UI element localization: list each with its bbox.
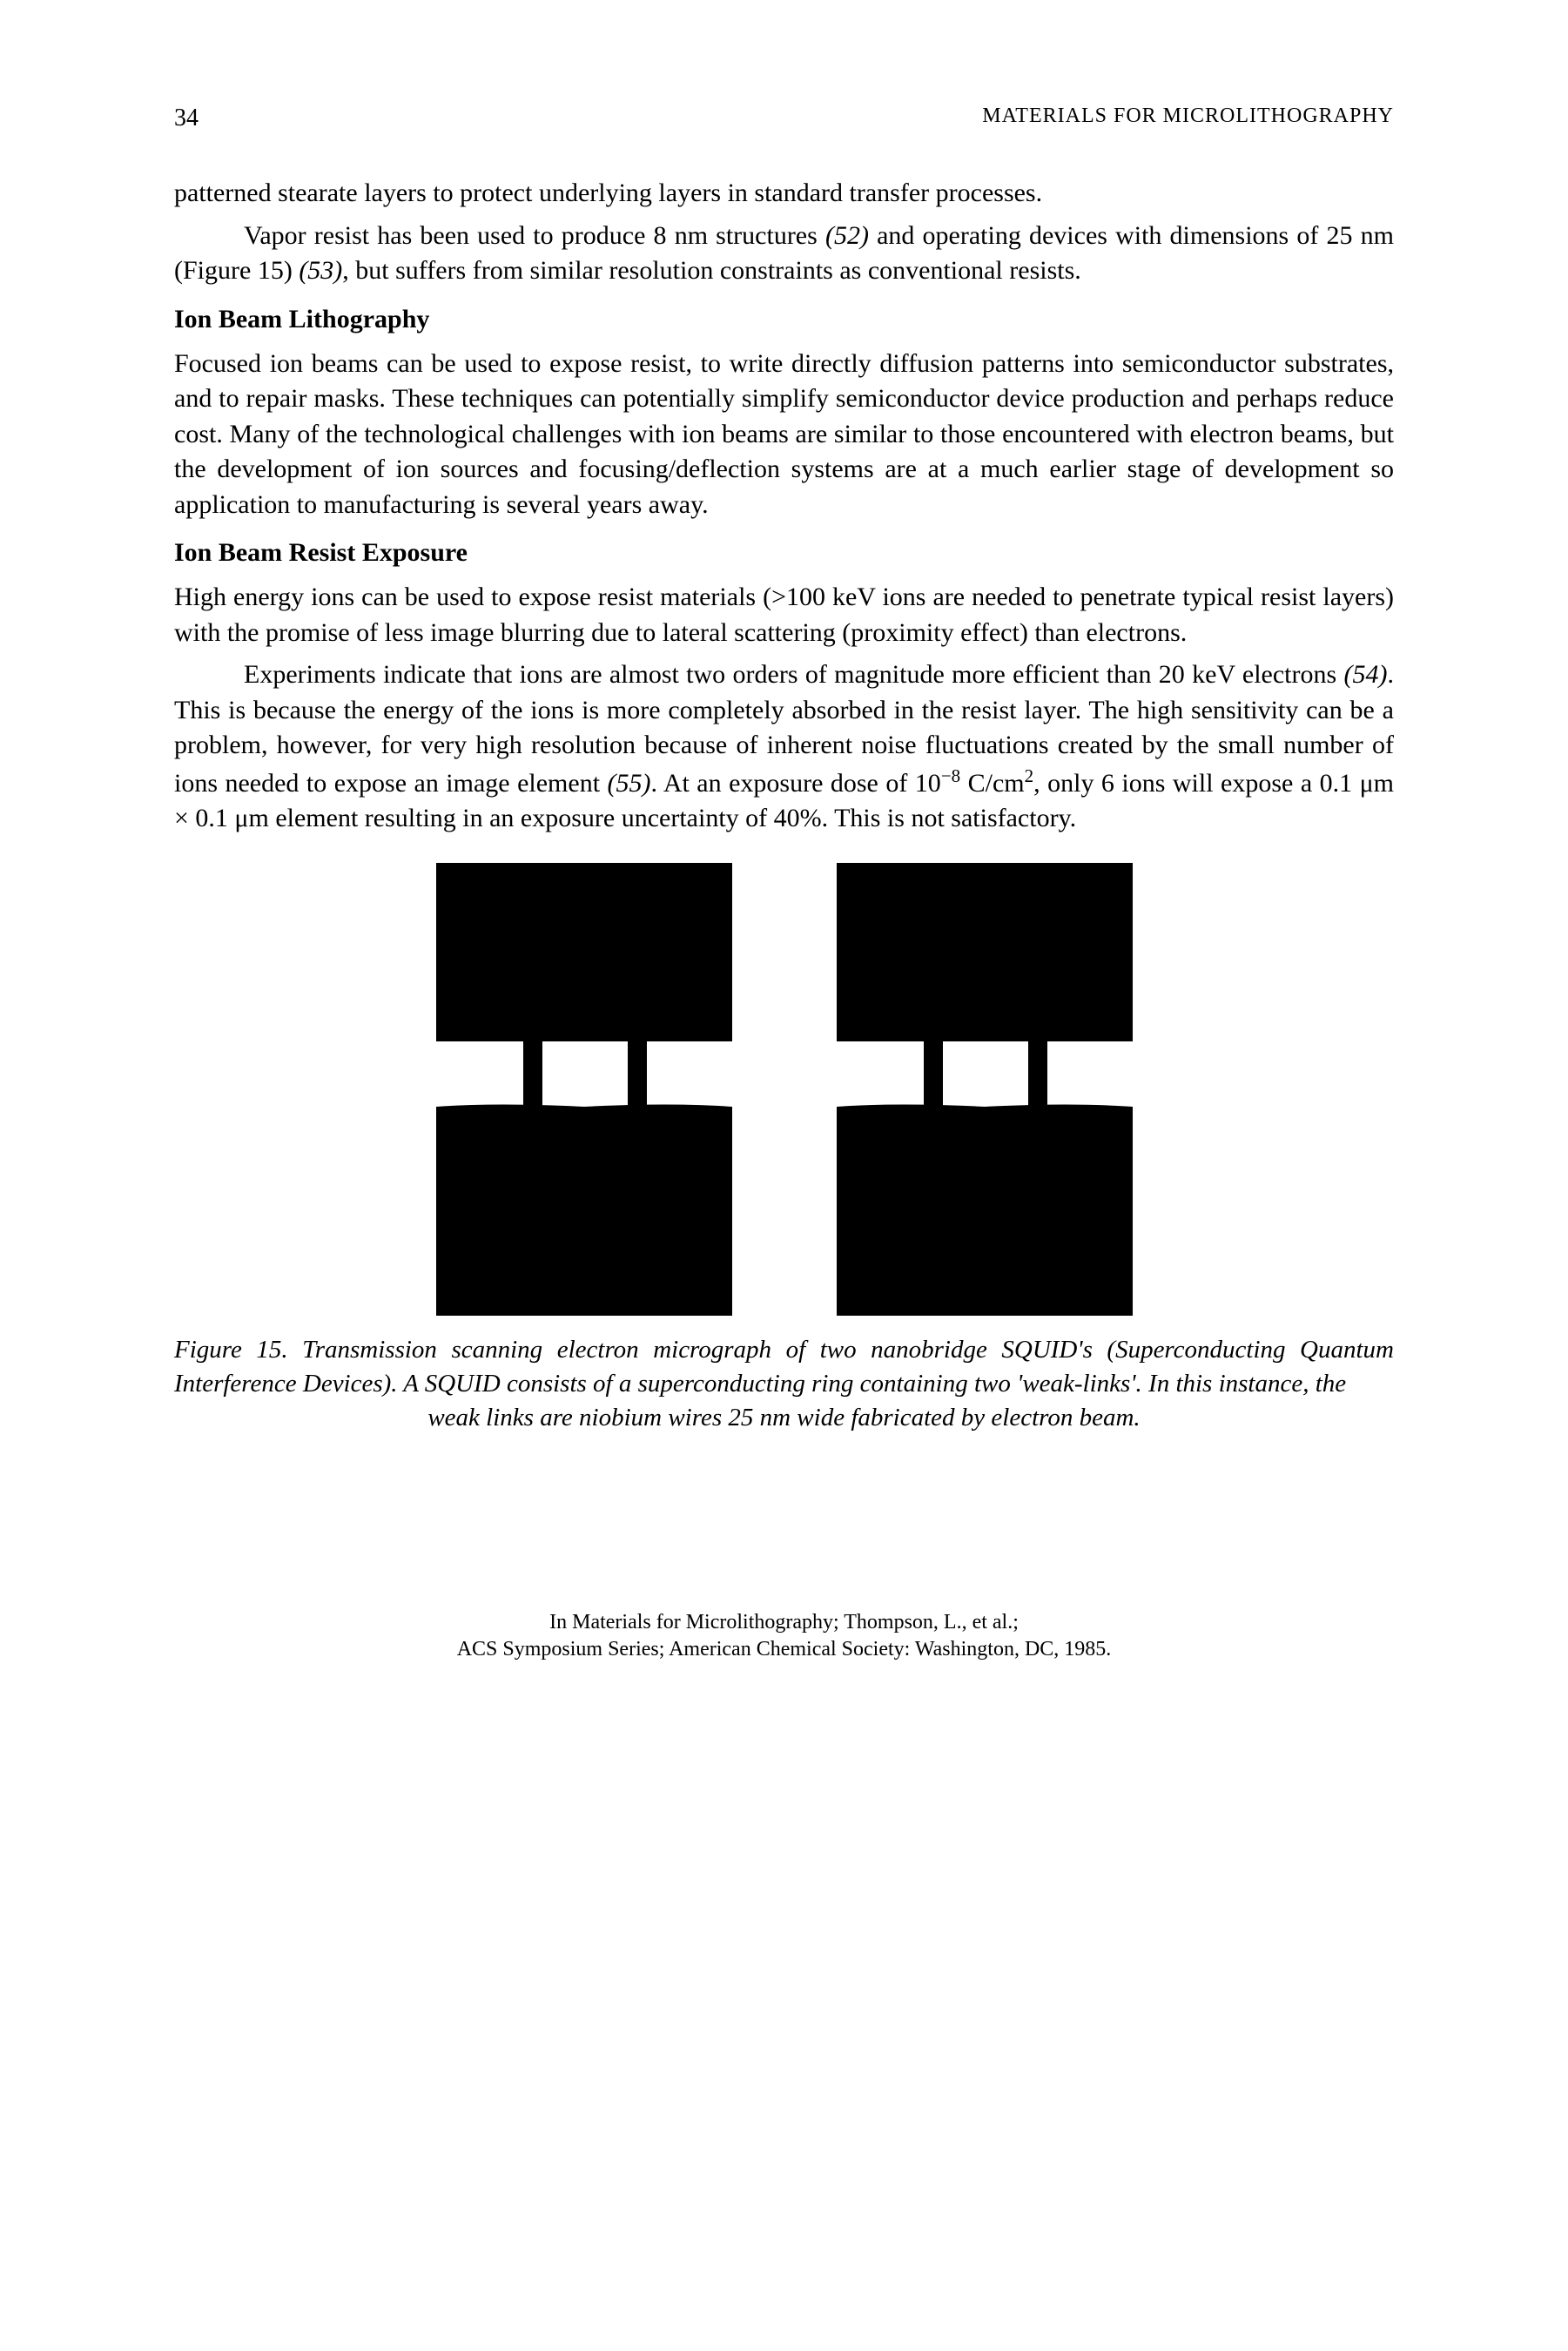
paragraph-3: Focused ion beams can be used to expose … — [174, 347, 1394, 523]
figure-15-container — [174, 863, 1394, 1316]
p5-text-e: . At an exposure dose of 10 — [651, 769, 941, 798]
running-head: MATERIALS FOR MICROLITHOGRAPHY — [982, 104, 1394, 132]
p5-text-f: C/cm — [960, 769, 1024, 798]
figure-15-right-image — [811, 863, 1159, 1316]
caption-text-a: Figure 15. Transmission scanning electro… — [174, 1336, 1394, 1398]
p2-ref-53: (53) — [299, 256, 342, 285]
paragraph-1: patterned stearate layers to protect und… — [174, 176, 1394, 212]
p5-ref-54: (54) — [1344, 660, 1388, 689]
p5-exp-2: 2 — [1025, 765, 1034, 786]
page-header: 34 MATERIALS FOR MICROLITHOGRAPHY — [174, 104, 1394, 132]
footer-line-1: In Materials for Microlithography; Thomp… — [174, 1609, 1394, 1636]
paragraph-5: Experiments indicate that ions are almos… — [174, 657, 1394, 837]
footer-line-2: ACS Symposium Series; American Chemical … — [174, 1636, 1394, 1663]
p5-ref-55: (55) — [608, 769, 651, 798]
p5-text-a: Experiments indicate that ions are almos… — [244, 660, 1344, 689]
page-number: 34 — [174, 104, 199, 132]
p5-exp-1: −8 — [941, 765, 960, 786]
page-footer: In Materials for Microlithography; Thomp… — [174, 1609, 1394, 1663]
p2-ref-52: (52) — [825, 221, 869, 250]
heading-ion-beam-resist-exposure: Ion Beam Resist Exposure — [174, 538, 1394, 568]
heading-ion-beam-lithography: Ion Beam Lithography — [174, 305, 1394, 334]
p2-text-a: Vapor resist has been used to produce 8 … — [244, 221, 825, 250]
figure-15-left-image — [410, 863, 758, 1316]
p2-text-e: , but suffers from similar resolution co… — [342, 256, 1080, 285]
figure-15-caption: Figure 15. Transmission scanning electro… — [174, 1333, 1394, 1435]
paragraph-2: Vapor resist has been used to produce 8 … — [174, 219, 1394, 289]
caption-text-b: weak links are niobium wires 25 nm wide … — [174, 1401, 1394, 1435]
paragraph-4: High energy ions can be used to expose r… — [174, 580, 1394, 650]
